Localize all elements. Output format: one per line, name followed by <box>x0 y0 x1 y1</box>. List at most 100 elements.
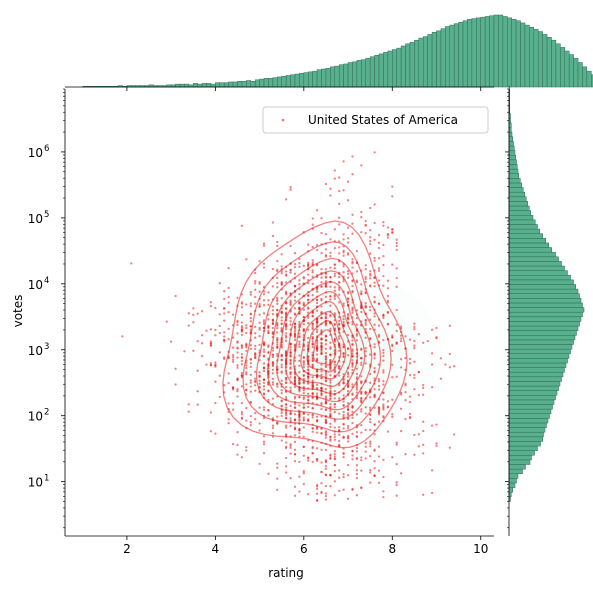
scatter-point <box>351 450 354 453</box>
votes-hist-bar <box>508 487 513 493</box>
scatter-point <box>280 379 283 382</box>
scatter-point <box>293 413 297 416</box>
y-tick-exponent: 3 <box>44 342 49 352</box>
scatter-point <box>298 307 301 310</box>
scatter-point <box>276 240 279 244</box>
scatter-point <box>422 429 425 433</box>
scatter-point <box>258 313 261 316</box>
scatter-point <box>236 351 239 354</box>
scatter-point <box>262 369 266 373</box>
scatter-point <box>382 408 385 411</box>
scatter-point <box>315 328 319 331</box>
scatter-point <box>342 413 345 417</box>
scatter-point <box>289 404 292 408</box>
scatter-point <box>307 298 310 302</box>
scatter-point <box>320 252 323 255</box>
scatter-point <box>315 386 319 390</box>
scatter-point <box>324 421 328 424</box>
rating-hist-bar <box>515 20 521 88</box>
scatter-point <box>333 294 336 297</box>
scatter-point <box>307 243 310 246</box>
scatter-point <box>284 274 288 277</box>
scatter-point <box>329 238 332 241</box>
scatter-point <box>254 411 257 415</box>
scatter-point <box>355 372 359 375</box>
scatter-point <box>249 324 252 328</box>
rating-hist-bar <box>568 54 574 88</box>
votes-hist-bar <box>508 247 552 253</box>
scatter-point <box>329 298 332 301</box>
scatter-point <box>417 371 420 374</box>
scatter-point <box>386 310 390 314</box>
scatter-point <box>377 384 381 388</box>
kde-contour <box>276 281 366 403</box>
scatter-point <box>364 391 367 394</box>
scatter-point <box>315 427 319 431</box>
scatter-point <box>293 448 297 451</box>
rating-hist-bar <box>361 59 366 88</box>
scatter-point <box>249 357 252 361</box>
votes-hist-bar <box>508 390 558 396</box>
scatter-point <box>382 398 385 401</box>
scatter-point <box>355 386 359 389</box>
scatter-point <box>360 231 363 234</box>
scatter-point <box>364 349 367 353</box>
scatter-point <box>262 452 266 455</box>
scatter-point <box>355 446 359 450</box>
scatter-point <box>377 324 381 327</box>
scatter-point <box>298 335 301 339</box>
scatter-point <box>311 342 314 345</box>
scatter-point <box>289 343 292 346</box>
scatter-point <box>267 383 270 386</box>
scatter-point <box>369 305 372 309</box>
scatter-point <box>262 321 266 324</box>
scatter-point <box>399 393 403 396</box>
scatter-point <box>231 355 235 359</box>
votes-hist-bar <box>508 288 579 294</box>
scatter-point <box>262 344 266 347</box>
scatter-point <box>364 231 367 235</box>
scatter-point <box>245 303 248 306</box>
scatter-point <box>276 422 279 425</box>
scatter-point <box>333 426 336 429</box>
scatter-point <box>214 306 217 310</box>
rating-hist-bar <box>396 47 402 88</box>
scatter-point <box>218 331 221 335</box>
scatter-point <box>169 340 173 343</box>
kde-contour <box>242 241 392 433</box>
scatter-point <box>258 280 261 284</box>
scatter-point <box>320 342 323 345</box>
scatter-point <box>276 462 279 465</box>
scatter-point <box>262 348 266 351</box>
scatter-point <box>351 339 354 342</box>
scatter-point <box>395 329 398 333</box>
scatter-point <box>267 345 270 348</box>
scatter-point <box>284 332 288 335</box>
scatter-point <box>293 272 297 275</box>
scatter-point <box>422 386 425 390</box>
scatter-point <box>267 398 270 402</box>
rating-hist-bar <box>325 68 331 88</box>
scatter-point <box>271 383 275 386</box>
scatter-point <box>315 321 319 324</box>
scatter-point <box>351 232 354 235</box>
scatter-point <box>258 382 261 385</box>
scatter-point <box>329 347 332 350</box>
scatter-point <box>284 426 288 429</box>
scatter-point <box>284 424 288 427</box>
scatter-point <box>302 277 305 280</box>
scatter-point <box>324 484 328 488</box>
scatter-point <box>223 312 226 315</box>
scatter-point <box>373 345 376 349</box>
scatter-point <box>289 412 292 415</box>
scatter-point <box>320 276 323 279</box>
scatter-point <box>280 253 283 256</box>
scatter-point <box>284 351 288 354</box>
scatter-point <box>395 481 398 484</box>
scatter-point <box>355 430 359 434</box>
scatter-point <box>382 263 385 267</box>
scatter-point <box>342 318 345 321</box>
y-tick-exponent: 2 <box>44 408 49 418</box>
rating-hist-bar <box>272 77 278 88</box>
scatter-point <box>271 355 275 359</box>
